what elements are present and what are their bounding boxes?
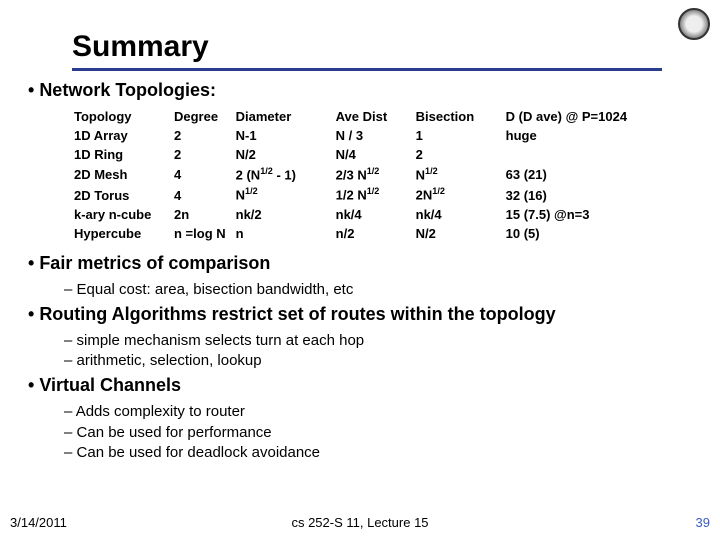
sub-bullet: simple mechanism selects turn at each ho… [64, 331, 700, 351]
bullet-heading: Fair metrics of comparison [28, 253, 700, 274]
sub-bullet: Equal cost: area, bisection bandwidth, e… [64, 280, 700, 300]
footer-date: 3/14/2011 [10, 515, 67, 530]
table-cell: n/2 [336, 224, 416, 243]
table-cell [506, 145, 656, 164]
table-cell: N / 3 [336, 126, 416, 145]
table-cell: n [236, 224, 336, 243]
table-cell: 2/3 N1/2 [336, 164, 416, 184]
table-cell: N1/2 [416, 164, 506, 184]
section-routing-algorithms: Routing Algorithms restrict set of route… [28, 304, 700, 372]
table-cell: 4 [174, 184, 236, 204]
table-row: k-ary n-cube2nnk/2nk/4nk/415 (7.5) @n=3 [74, 205, 656, 224]
bullet-heading: Network Topologies: [28, 80, 700, 101]
table-cell: N/2 [416, 224, 506, 243]
section-virtual-channels: Virtual Channels Adds complexity to rout… [28, 375, 700, 463]
table-row: 1D Ring2N/2N/42 [74, 145, 656, 164]
sub-bullet: arithmetic, selection, lookup [64, 351, 700, 371]
slide-title: Summary [72, 30, 209, 64]
table-cell: 2 (N1/2 - 1) [236, 164, 336, 184]
slide-content: Network Topologies: Topology Degree Diam… [28, 80, 700, 467]
table-cell: 2 [416, 145, 506, 164]
table-cell: 2D Torus [74, 184, 174, 204]
table-row: 1D Array2N-1N / 31huge [74, 126, 656, 145]
table-cell: n =log N [174, 224, 236, 243]
footer-pagenum: 39 [696, 515, 710, 530]
seal-icon [678, 8, 710, 40]
col-header: Topology [74, 107, 174, 126]
table-cell: N1/2 [236, 184, 336, 204]
bullet-heading: Routing Algorithms restrict set of route… [28, 304, 700, 325]
col-header: Degree [174, 107, 236, 126]
col-header: Diameter [236, 107, 336, 126]
table-cell: 1/2 N1/2 [336, 184, 416, 204]
table-cell: k-ary n-cube [74, 205, 174, 224]
title-underline [72, 68, 662, 71]
table-row: Hypercuben =log Nnn/2N/210 (5) [74, 224, 656, 243]
table-cell: 10 (5) [506, 224, 656, 243]
sub-bullet: Can be used for performance [64, 423, 700, 443]
table-cell: 1D Array [74, 126, 174, 145]
table-cell: nk/4 [336, 205, 416, 224]
col-header: Bisection [416, 107, 506, 126]
section-network-topologies: Network Topologies: Topology Degree Diam… [28, 80, 700, 243]
table-cell: 1 [416, 126, 506, 145]
table-cell: 2 [174, 126, 236, 145]
col-header: Ave Dist [336, 107, 416, 126]
bullet-heading: Virtual Channels [28, 375, 700, 396]
table-row: 2D Mesh42 (N1/2 - 1)2/3 N1/2N1/263 (21) [74, 164, 656, 184]
table-cell: nk/4 [416, 205, 506, 224]
table-cell: Hypercube [74, 224, 174, 243]
table-cell: nk/2 [236, 205, 336, 224]
section-fair-metrics: Fair metrics of comparison Equal cost: a… [28, 253, 700, 300]
sub-bullet: Adds complexity to router [64, 402, 700, 422]
table-cell: 2N1/2 [416, 184, 506, 204]
table-cell: N/2 [236, 145, 336, 164]
sub-bullet: Can be used for deadlock avoidance [64, 443, 700, 463]
topology-table: Topology Degree Diameter Ave Dist Bisect… [74, 107, 700, 243]
table-cell: 4 [174, 164, 236, 184]
table-cell: 15 (7.5) @n=3 [506, 205, 656, 224]
table-cell: 2n [174, 205, 236, 224]
table-cell: N/4 [336, 145, 416, 164]
table-cell: 2D Mesh [74, 164, 174, 184]
table-cell: N-1 [236, 126, 336, 145]
table-row: 2D Torus4N1/21/2 N1/22N1/232 (16) [74, 184, 656, 204]
table-cell: 32 (16) [506, 184, 656, 204]
table-cell: 63 (21) [506, 164, 656, 184]
col-header: D (D ave) @ P=1024 [506, 107, 656, 126]
table-cell: huge [506, 126, 656, 145]
footer-course: cs 252-S 11, Lecture 15 [291, 515, 428, 530]
table-header-row: Topology Degree Diameter Ave Dist Bisect… [74, 107, 656, 126]
table-cell: 1D Ring [74, 145, 174, 164]
table-cell: 2 [174, 145, 236, 164]
